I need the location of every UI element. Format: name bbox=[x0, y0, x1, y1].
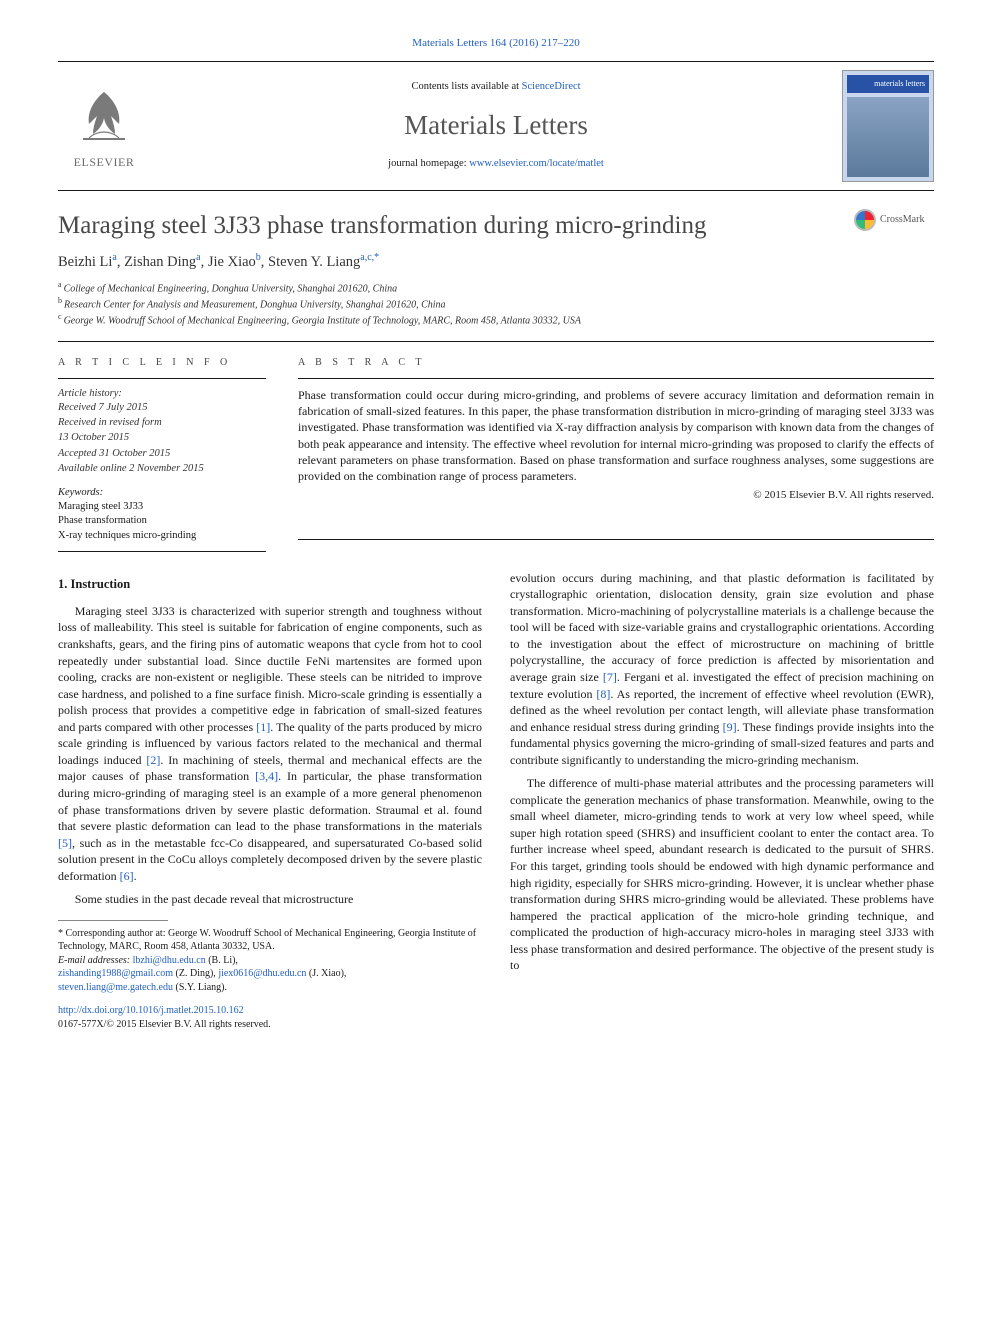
affiliation: bResearch Center for Analysis and Measur… bbox=[58, 296, 934, 312]
crossmark-label: CrossMark bbox=[880, 213, 924, 227]
body-text: evolution occurs during machining, and t… bbox=[510, 571, 934, 684]
abstract-text: Phase transformation could occur during … bbox=[298, 387, 934, 484]
aff-text: Research Center for Analysis and Measure… bbox=[64, 299, 446, 310]
citation-link[interactable]: [2] bbox=[146, 753, 160, 767]
email-attribution: (Z. Ding), bbox=[173, 968, 218, 979]
author: Beizhi Li bbox=[58, 253, 112, 269]
history-label: Article history: bbox=[58, 387, 266, 401]
email-link[interactable]: steven.liang@me.gatech.edu bbox=[58, 982, 173, 993]
journal-header: ELSEVIER Contents lists available at Sci… bbox=[58, 61, 934, 191]
elsevier-tree-icon bbox=[69, 82, 139, 152]
keywords-block: Keywords: Maraging steel 3J33 Phase tran… bbox=[58, 486, 266, 543]
citation-link[interactable]: [9] bbox=[723, 720, 737, 734]
cover-title-strip: materials letters bbox=[847, 75, 929, 93]
aff-marker: b bbox=[58, 296, 62, 305]
email-label: E-mail addresses: bbox=[58, 955, 133, 966]
info-rule-bottom bbox=[58, 551, 266, 552]
author: Zishan Ding bbox=[124, 253, 196, 269]
affiliation: cGeorge W. Woodruff School of Mechanical… bbox=[58, 312, 934, 328]
article-title: Maraging steel 3J33 phase transformation… bbox=[58, 209, 842, 243]
affiliation: aCollege of Mechanical Engineering, Dong… bbox=[58, 280, 934, 296]
rule-above-info bbox=[58, 341, 934, 342]
footnotes-block: * Corresponding author at: George W. Woo… bbox=[58, 927, 482, 995]
email-link[interactable]: lbzhi@dhu.edu.cn bbox=[133, 955, 206, 966]
author-aff-marker: a bbox=[196, 252, 200, 263]
author-aff-marker: a,c,* bbox=[360, 252, 379, 263]
email-attribution: (B. Li), bbox=[206, 955, 238, 966]
abstract-rule bbox=[298, 378, 934, 379]
article-history: Article history: Received 7 July 2015 Re… bbox=[58, 387, 266, 476]
email-link[interactable]: zishanding1988@gmail.com bbox=[58, 968, 173, 979]
abstract-rule-bottom bbox=[298, 539, 934, 540]
article-info-label: A R T I C L E I N F O bbox=[58, 356, 266, 370]
journal-cover-thumbnail: materials letters bbox=[842, 70, 934, 182]
citation-link[interactable]: [6] bbox=[120, 869, 134, 883]
journal-name: Materials Letters bbox=[150, 107, 842, 143]
contents-available-line: Contents lists available at ScienceDirec… bbox=[150, 80, 842, 94]
keyword: X-ray techniques micro-grinding bbox=[58, 529, 266, 543]
author: Steven Y. Liang bbox=[268, 253, 360, 269]
sciencedirect-link[interactable]: ScienceDirect bbox=[522, 81, 581, 92]
doi-link[interactable]: http://dx.doi.org/10.1016/j.matlet.2015.… bbox=[58, 1005, 244, 1016]
footnote-separator bbox=[58, 920, 168, 921]
citation-link[interactable]: [8] bbox=[596, 687, 610, 701]
body-paragraph: Some studies in the past decade reveal t… bbox=[58, 891, 482, 908]
info-rule bbox=[58, 378, 266, 379]
email-attribution: (J. Xiao), bbox=[306, 968, 346, 979]
doi-block: http://dx.doi.org/10.1016/j.matlet.2015.… bbox=[58, 1004, 482, 1032]
journal-homepage-line: journal homepage: www.elsevier.com/locat… bbox=[150, 157, 842, 171]
history-line: Received in revised form bbox=[58, 416, 266, 430]
homepage-prefix: journal homepage: bbox=[388, 158, 469, 169]
crossmark-badge[interactable]: CrossMark bbox=[854, 209, 934, 231]
citation-link[interactable]: [7] bbox=[603, 670, 617, 684]
aff-marker: c bbox=[58, 312, 62, 321]
citation-link[interactable]: [1] bbox=[256, 720, 270, 734]
author-aff-marker: a bbox=[112, 252, 116, 263]
body-text: . bbox=[134, 869, 137, 883]
keyword: Phase transformation bbox=[58, 514, 266, 528]
history-line: Received 7 July 2015 bbox=[58, 401, 266, 415]
abstract-label: A B S T R A C T bbox=[298, 356, 934, 370]
body-text: Maraging steel 3J33 is characterized wit… bbox=[58, 604, 482, 734]
publisher-logo: ELSEVIER bbox=[58, 82, 150, 170]
citation-link[interactable]: [5] bbox=[58, 836, 72, 850]
history-line: Available online 2 November 2015 bbox=[58, 462, 266, 476]
body-paragraph: The difference of multi-phase material a… bbox=[510, 775, 934, 974]
issn-copyright-line: 0167-577X/© 2015 Elsevier B.V. All right… bbox=[58, 1018, 482, 1032]
crossmark-icon bbox=[854, 209, 876, 231]
article-body: 1. Instruction Maraging steel 3J33 is ch… bbox=[58, 570, 934, 1032]
abstract-copyright: © 2015 Elsevier B.V. All rights reserved… bbox=[298, 488, 934, 503]
contents-prefix: Contents lists available at bbox=[411, 81, 521, 92]
keyword: Maraging steel 3J33 bbox=[58, 500, 266, 514]
aff-marker: a bbox=[58, 280, 62, 289]
email-link[interactable]: jiex0616@dhu.edu.cn bbox=[218, 968, 306, 979]
body-paragraph: evolution occurs during machining, and t… bbox=[510, 570, 934, 769]
author: Jie Xiao bbox=[208, 253, 256, 269]
citation-link[interactable]: [3,4] bbox=[255, 769, 278, 783]
body-paragraph: Maraging steel 3J33 is characterized wit… bbox=[58, 603, 482, 884]
affiliations-block: aCollege of Mechanical Engineering, Dong… bbox=[58, 280, 934, 327]
section-heading-1: 1. Instruction bbox=[58, 576, 482, 593]
authors-line: Beizhi Lia, Zishan Dinga, Jie Xiaob, Ste… bbox=[58, 251, 934, 272]
keywords-label: Keywords: bbox=[58, 486, 266, 500]
email-attribution: (S.Y. Liang). bbox=[173, 982, 227, 993]
history-line: Accepted 31 October 2015 bbox=[58, 447, 266, 461]
publisher-brand-text: ELSEVIER bbox=[74, 154, 135, 170]
journal-reference: Materials Letters 164 (2016) 217–220 bbox=[58, 36, 934, 51]
journal-homepage-link[interactable]: www.elsevier.com/locate/matlet bbox=[469, 158, 604, 169]
author-aff-marker: b bbox=[256, 252, 261, 263]
aff-text: College of Mechanical Engineering, Dongh… bbox=[64, 283, 398, 294]
aff-text: George W. Woodruff School of Mechanical … bbox=[64, 315, 581, 326]
history-line: 13 October 2015 bbox=[58, 431, 266, 445]
email-addresses: E-mail addresses: lbzhi@dhu.edu.cn (B. L… bbox=[58, 954, 482, 995]
cover-image-area bbox=[847, 97, 929, 177]
corresponding-author-note: * Corresponding author at: George W. Woo… bbox=[58, 927, 482, 954]
